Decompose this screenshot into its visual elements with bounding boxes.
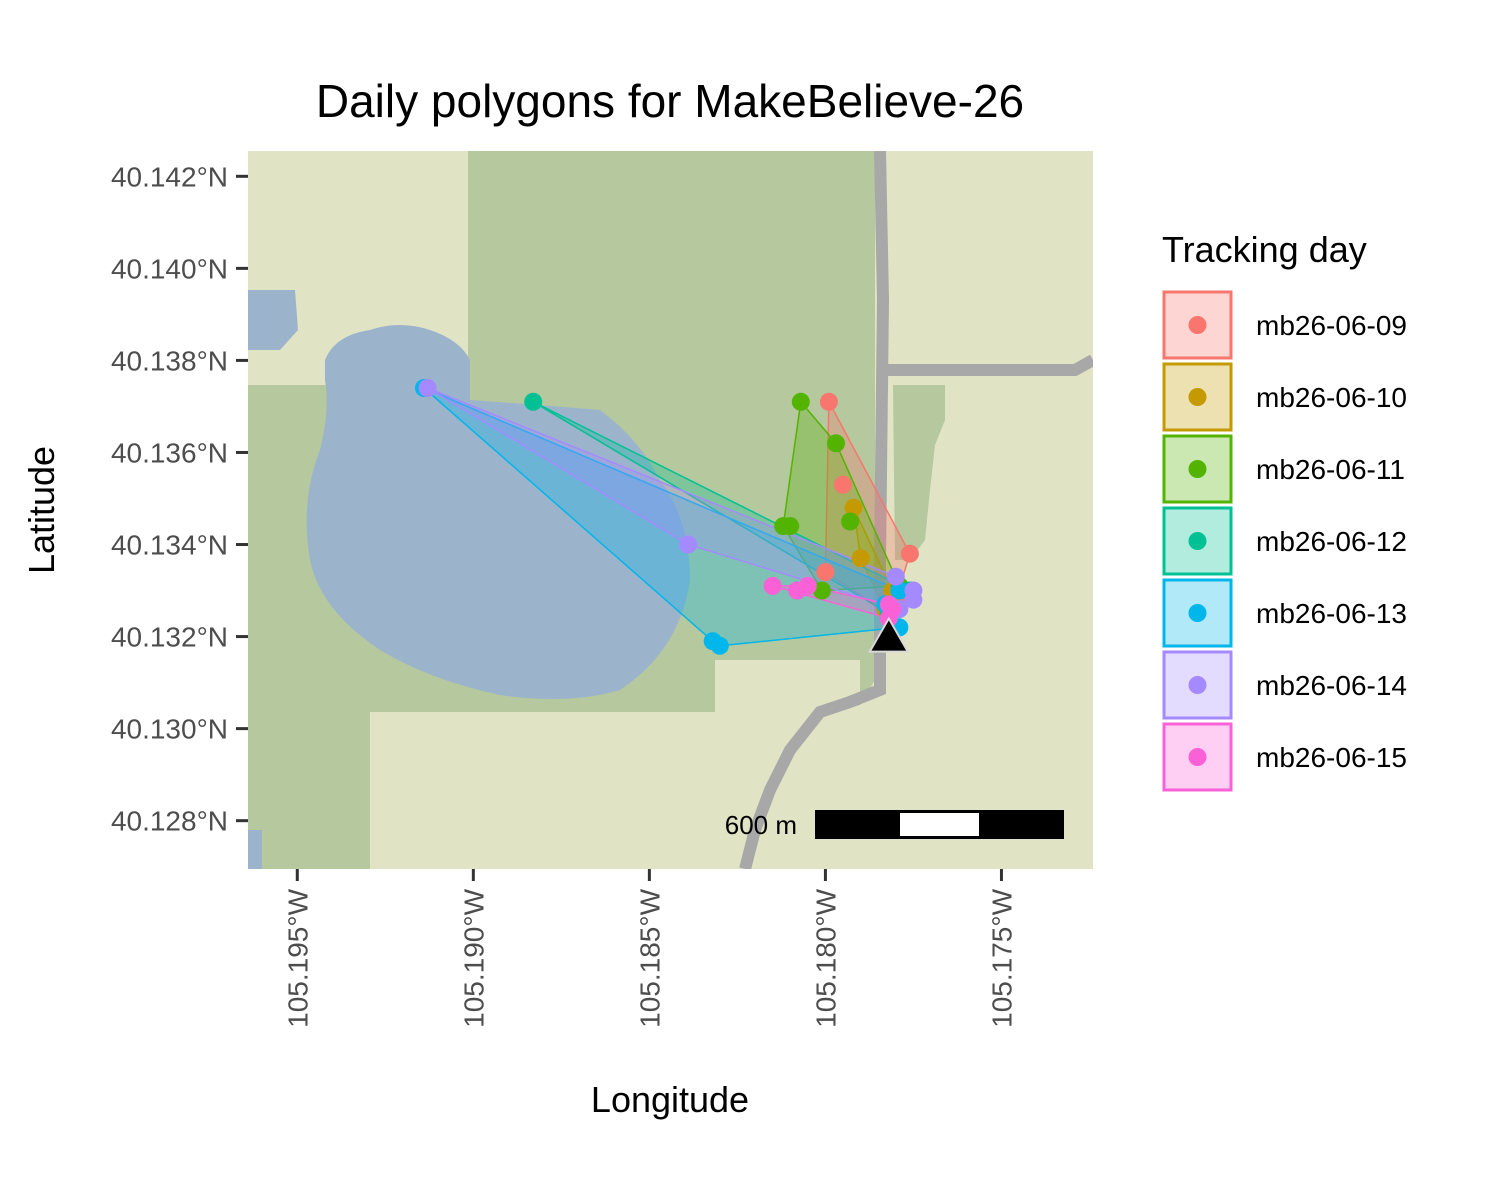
legend-label-mb26-06-13: mb26-06-13: [1256, 598, 1407, 629]
y-tick-label-1: 40.140°N: [111, 253, 228, 284]
daily-polygons: [423, 387, 915, 647]
point-mb26-06-09-3: [816, 563, 835, 582]
x-axis-title: Longitude: [591, 1079, 749, 1120]
legend-dot-mb26-06-09: [1188, 316, 1207, 334]
legend-label-mb26-06-11: mb26-06-11: [1256, 454, 1405, 485]
y-tick-label-7: 40.128°N: [111, 806, 228, 837]
legend: Tracking day mb26-06-09mb26-06-10mb26-06…: [1162, 229, 1407, 792]
legend-label-mb26-06-10: mb26-06-10: [1256, 382, 1407, 413]
x-tick-label-2: 105.185°W: [634, 888, 665, 1027]
x-tick-label-4: 105.175°W: [986, 888, 1017, 1027]
point-mb26-06-14-2: [886, 567, 905, 586]
legend-title: Tracking day: [1162, 229, 1367, 270]
polygon-mb26-06-13: [423, 387, 901, 647]
point-mb26-06-15-2: [798, 576, 817, 595]
y-axis: 40.142°N 40.140°N 40.138°N 40.136°N 40.134°N…: [111, 161, 248, 837]
point-mb26-06-10-0: [844, 498, 863, 517]
home-marker-triangle: [868, 616, 910, 653]
road: [739, 151, 890, 869]
basemap: [248, 151, 1093, 869]
point-mb26-06-11-0: [791, 392, 810, 411]
scale-bar-label: 600 m: [725, 810, 797, 840]
point-mb26-06-11-5: [812, 581, 831, 600]
point-mb26-06-13-5: [890, 581, 909, 600]
y-tick-label-6: 40.130°N: [111, 714, 228, 745]
legend-dot-mb26-06-13: [1188, 604, 1207, 622]
pond-water: [248, 830, 262, 869]
map-title: Daily polygons for MakeBelieve-26: [316, 75, 1024, 127]
point-mb26-06-14-0: [418, 379, 437, 397]
legend-dot-mb26-06-15: [1188, 748, 1207, 766]
x-tick-label-1: 105.190°W: [458, 888, 489, 1027]
point-mb26-06-09-0: [819, 392, 838, 411]
legend-dot-mb26-06-11: [1188, 460, 1207, 478]
pond-water: [248, 290, 298, 350]
x-tick-label-3: 105.180°W: [810, 888, 841, 1027]
lake-water: [306, 325, 690, 699]
scale-bar: 600 m: [725, 810, 1064, 840]
point-mb26-06-13-2: [710, 636, 729, 655]
point-mb26-06-09-1: [834, 475, 852, 494]
legend-dot-mb26-06-12: [1188, 532, 1207, 550]
y-tick-label-5: 40.132°N: [111, 622, 228, 653]
point-mb26-06-11-3: [781, 517, 800, 536]
point-mb26-06-15-0: [763, 576, 782, 595]
legend-dot-mb26-06-10: [1188, 388, 1207, 406]
point-mb26-06-11-4: [841, 512, 860, 531]
legend-label-mb26-06-09: mb26-06-09: [1256, 310, 1407, 341]
y-tick-label-4: 40.134°N: [111, 530, 228, 561]
y-axis-title: Latitude: [21, 446, 62, 574]
legend-key-mb26-06-10: [1162, 362, 1233, 432]
open-land-patch: [370, 660, 860, 869]
legend-label-mb26-06-12: mb26-06-12: [1256, 526, 1407, 557]
legend-label-mb26-06-15: mb26-06-15: [1256, 742, 1407, 773]
point-mb26-06-10-1: [851, 549, 870, 568]
point-mb26-06-14-4: [904, 590, 923, 609]
point-mb26-06-12-0: [524, 392, 543, 411]
legend-items: mb26-06-09 mb26-06-10 mb26-06-11 mb26-06-12…: [1162, 290, 1407, 792]
legend-label-mb26-06-14: mb26-06-14: [1256, 670, 1407, 701]
x-axis: 105.195°W 105.190°W 105.185°W 105.180°W 105.…: [282, 869, 1017, 1028]
point-mb26-06-09-2: [900, 544, 919, 563]
y-tick-label-2: 40.138°N: [111, 345, 228, 376]
point-mb26-06-14-1: [679, 535, 698, 554]
point-mb26-06-11-1: [827, 434, 845, 453]
forest-patch: [248, 710, 370, 869]
legend-key-mb26-06-14: [1162, 650, 1233, 720]
scale-bar-white-segment: [900, 813, 979, 836]
legend-dot-mb26-06-14: [1188, 676, 1207, 694]
x-tick-label-0: 105.195°W: [282, 888, 313, 1027]
road: [883, 354, 1093, 376]
y-tick-label-0: 40.142°N: [111, 161, 228, 192]
home-marker: [868, 616, 910, 653]
y-tick-label-3: 40.136°N: [111, 437, 228, 468]
forest-patch: [893, 385, 945, 560]
